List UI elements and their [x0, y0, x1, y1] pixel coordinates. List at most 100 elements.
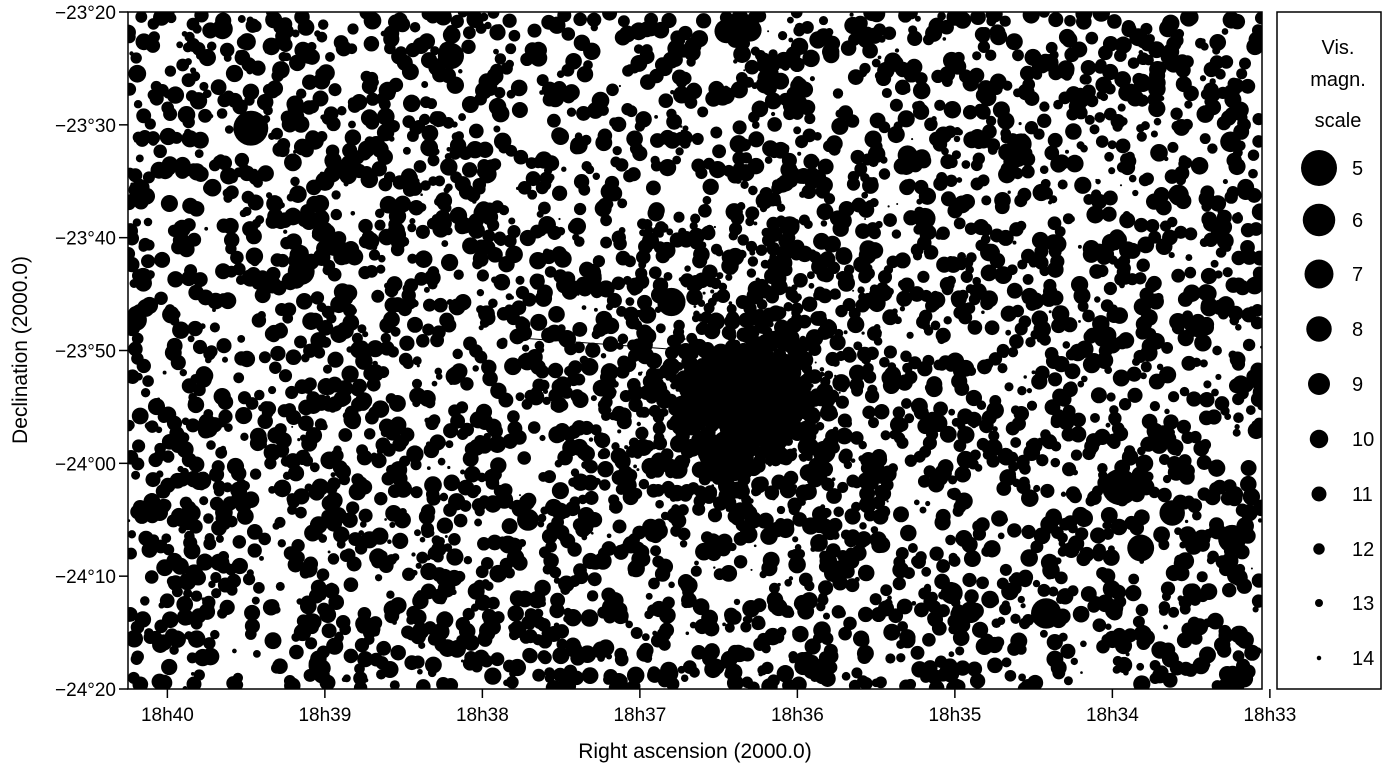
star	[1231, 357, 1246, 371]
star	[682, 125, 689, 132]
star	[561, 27, 576, 41]
star	[602, 336, 619, 352]
star	[722, 622, 726, 627]
star	[1140, 289, 1151, 300]
star	[897, 621, 908, 632]
star	[360, 109, 379, 127]
star	[771, 278, 788, 296]
star	[376, 497, 384, 505]
star	[1116, 265, 1131, 279]
star	[353, 671, 368, 686]
star	[324, 458, 335, 470]
star	[330, 208, 342, 221]
star	[1110, 416, 1120, 427]
star	[937, 12, 946, 21]
star	[1215, 68, 1226, 80]
star	[666, 418, 678, 431]
star	[458, 113, 467, 122]
star	[493, 484, 507, 498]
star	[241, 269, 259, 287]
star	[1024, 121, 1039, 135]
star	[554, 250, 572, 268]
star	[965, 389, 983, 407]
star	[650, 133, 665, 148]
star	[602, 12, 618, 21]
star	[217, 155, 233, 171]
star	[1150, 130, 1158, 138]
star	[790, 12, 803, 19]
star	[971, 621, 989, 638]
star	[1048, 586, 1059, 597]
star	[733, 378, 737, 382]
star	[170, 131, 183, 144]
star	[417, 668, 423, 675]
star	[208, 159, 221, 172]
star	[901, 398, 912, 409]
star	[1252, 250, 1262, 266]
star	[968, 67, 985, 84]
star	[573, 563, 587, 578]
star	[142, 375, 154, 387]
star	[1102, 36, 1119, 52]
star	[1114, 637, 1133, 655]
star	[537, 650, 551, 663]
star	[1094, 428, 1111, 446]
star	[1110, 518, 1128, 536]
star	[770, 442, 784, 457]
star	[353, 371, 358, 376]
star	[1190, 157, 1209, 175]
star	[794, 544, 802, 551]
star	[424, 656, 442, 674]
star	[322, 364, 333, 374]
star	[128, 606, 138, 622]
star	[1214, 270, 1223, 279]
star	[1007, 469, 1017, 479]
star	[729, 135, 748, 153]
star	[274, 516, 286, 528]
star	[538, 347, 545, 353]
star	[1054, 356, 1063, 365]
star	[630, 627, 643, 639]
star	[480, 556, 494, 570]
star	[1196, 455, 1212, 470]
star	[1212, 479, 1228, 495]
star	[335, 40, 352, 57]
star	[384, 608, 400, 624]
star	[1248, 31, 1262, 48]
star	[608, 494, 620, 506]
star	[817, 473, 828, 484]
star	[498, 337, 508, 347]
star	[335, 614, 351, 630]
star	[590, 531, 594, 535]
star	[848, 307, 861, 320]
star	[289, 644, 304, 660]
star	[997, 363, 1008, 374]
star	[359, 521, 367, 528]
star	[813, 132, 822, 141]
star	[1105, 422, 1111, 428]
star	[614, 158, 629, 172]
star	[384, 283, 399, 298]
star	[1106, 392, 1116, 402]
star	[1206, 556, 1215, 565]
star	[1081, 84, 1096, 99]
star	[1075, 12, 1093, 23]
star	[380, 332, 391, 344]
star	[546, 173, 555, 182]
star	[657, 60, 673, 77]
star	[816, 203, 834, 221]
star	[655, 221, 667, 234]
star	[1162, 474, 1172, 484]
star	[981, 310, 985, 315]
star	[688, 364, 703, 378]
star	[1039, 101, 1050, 112]
star	[287, 495, 300, 509]
star	[297, 19, 315, 36]
star	[317, 19, 329, 30]
star	[618, 227, 626, 234]
star	[987, 657, 1003, 674]
star	[751, 405, 756, 410]
star	[1163, 624, 1169, 630]
star	[388, 77, 404, 93]
star	[1229, 13, 1246, 30]
